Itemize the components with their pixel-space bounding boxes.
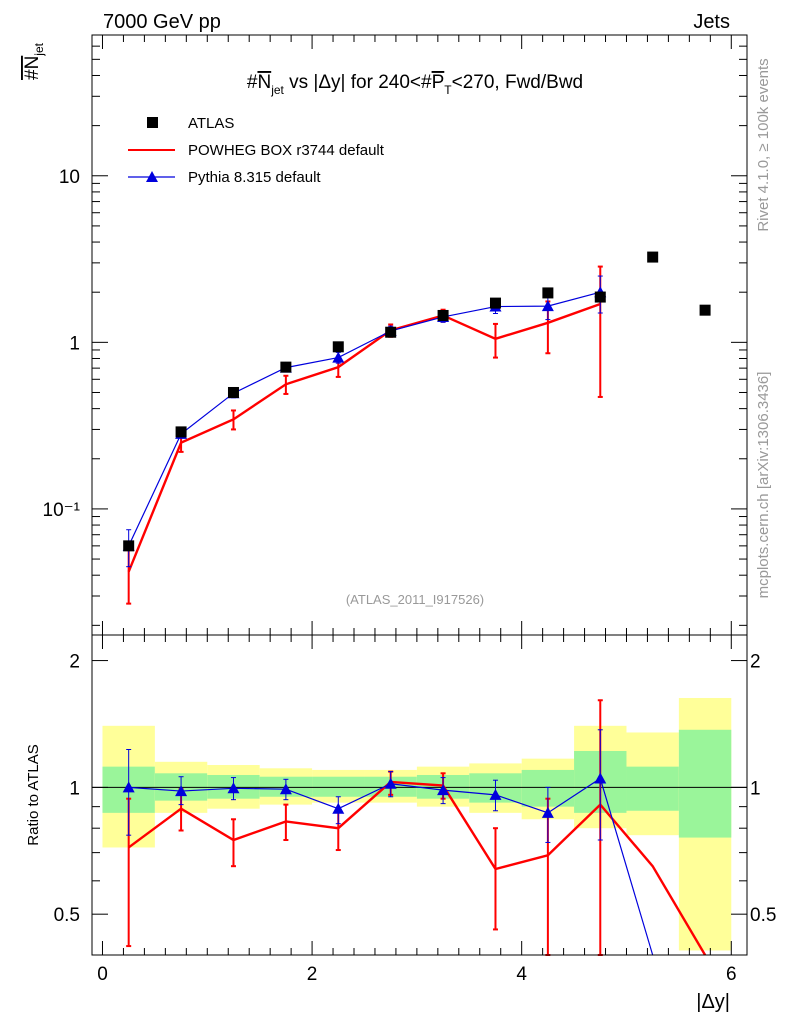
ratio-tick-label-0.5: 0.5 [54, 905, 80, 926]
legend-atlas-marker [147, 117, 158, 128]
atlas-marker-0 [123, 540, 135, 552]
pythia-line [128, 291, 601, 547]
atlas-marker-6 [437, 309, 449, 321]
pythia-marker-8 [541, 300, 554, 312]
y-tick-label-0.1: 10⁻¹ [43, 500, 81, 521]
legend-pythia-marker [146, 171, 158, 182]
legend: ATLAS POWHEG BOX r3744 default Pythia 8.… [128, 115, 385, 186]
analysis-watermark: (ATLAS_2011_I917526) [346, 592, 484, 607]
ratio-pythia-marker-4 [332, 802, 345, 814]
ratio-y-axis-label: Ratio to ATLAS [25, 744, 42, 845]
ratio-pythia-marker-1 [175, 785, 188, 797]
x-tick-label-0: 0 [97, 964, 108, 985]
ratio-powheg-line [127, 780, 707, 956]
atlas-marker-3 [280, 361, 292, 373]
y-tick-label-1: 1 [69, 333, 80, 354]
atlas-marker-9 [594, 291, 606, 303]
atlas-marker-4 [332, 341, 344, 353]
atlas-marker-5 [385, 326, 397, 338]
y-axis-label: #Njet [22, 42, 46, 80]
ratio-pythia-marker-3 [279, 783, 292, 795]
ratio-plot-frame [91, 634, 748, 956]
atlas-marker-10 [647, 251, 659, 263]
y-tick-label-10: 10 [59, 167, 80, 188]
header-left: 7000 GeV pp [103, 11, 221, 33]
x-tick-label-6: 6 [726, 964, 737, 985]
ratio-tick-label-2: 2 [69, 652, 80, 673]
x-axis-label: |Δy| [696, 991, 730, 1013]
ratio-pythia-marker-9 [594, 772, 607, 784]
ratio-uncertainty-bands [102, 697, 732, 951]
mcplots-label: mcplots.cern.ch [arXiv:1306.3436] [755, 372, 772, 599]
atlas-marker-2 [227, 386, 239, 398]
x-tick-label-4: 4 [516, 964, 527, 985]
atlas-marker-1 [175, 426, 187, 438]
band-green-4 [312, 776, 365, 797]
ratio-tick-label-2-right: 2 [750, 652, 761, 673]
band-green-11 [678, 729, 732, 838]
ratio-pythia-marker-2 [227, 782, 240, 794]
legend-pythia-label: Pythia 8.315 default [188, 169, 321, 186]
x-tick-label-2: 2 [307, 964, 318, 985]
band-green-10 [626, 766, 679, 811]
legend-powheg-label: POWHEG BOX r3744 default [188, 142, 385, 159]
atlas-marker-8 [542, 287, 554, 299]
legend-atlas-label: ATLAS [188, 115, 234, 132]
header-right: Jets [693, 11, 730, 33]
ratio-tick-label-1: 1 [69, 778, 80, 799]
pythia-marker-4 [332, 351, 345, 363]
atlas-marker-7 [489, 297, 501, 309]
atlas-marker-11 [699, 304, 711, 316]
ratio-pythia-marker-0 [122, 781, 135, 793]
ratio-tick-label-1-right: 1 [750, 778, 761, 799]
chart-title: #Njet vs |Δy| for 240<#PT<270, Fwd/Bwd [247, 72, 583, 97]
ratio-pythia-marker-7 [489, 788, 502, 800]
main-plot-series [122, 251, 711, 605]
ratio-pythia-marker-5 [384, 777, 397, 789]
rivet-version-label: Rivet 4.1.0, ≥ 100k events [755, 58, 772, 231]
powheg-line [127, 302, 601, 573]
ratio-pythia-marker-8 [541, 806, 554, 818]
ratio-pythia-marker-6 [437, 784, 450, 796]
ratio-tick-label-0.5-right: 0.5 [750, 905, 776, 926]
